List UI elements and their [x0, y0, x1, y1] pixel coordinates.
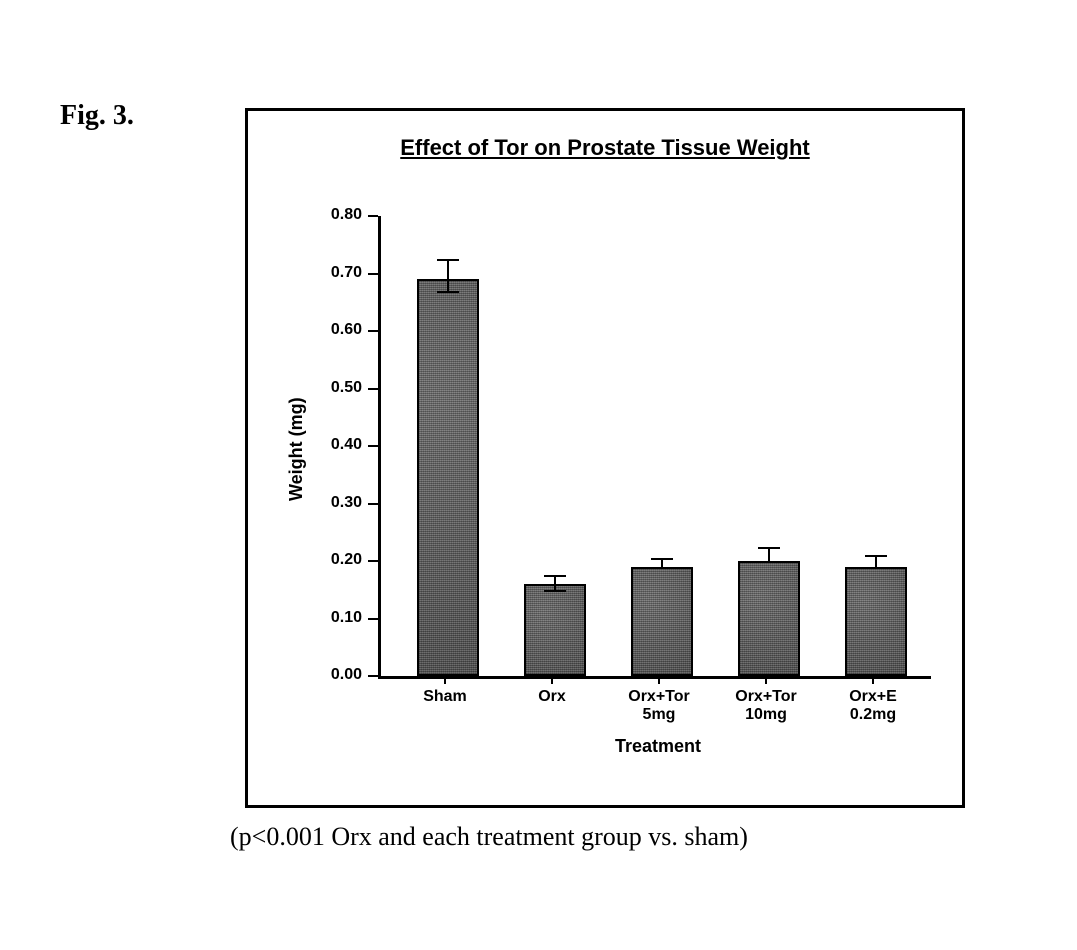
- y-tick-label: 0.10: [312, 609, 362, 627]
- error-bar-cap: [544, 590, 566, 592]
- error-bar-cap: [437, 291, 459, 293]
- y-tick-label: 0.00: [312, 666, 362, 684]
- page-root: Fig. 3. Effect of Tor on Prostate Tissue…: [0, 0, 1077, 950]
- y-tick-label: 0.50: [312, 379, 362, 397]
- y-tick: [368, 330, 378, 332]
- x-tick-label: Orx: [497, 688, 607, 706]
- y-tick: [368, 273, 378, 275]
- bar: [845, 567, 907, 676]
- x-tick-label: Sham: [390, 688, 500, 706]
- y-tick: [368, 560, 378, 562]
- error-bar-cap: [865, 555, 887, 557]
- y-tick: [368, 675, 378, 677]
- y-tick-label: 0.80: [312, 206, 362, 224]
- x-tick: [444, 676, 446, 684]
- figure-label: Fig. 3.: [60, 100, 134, 132]
- bar: [631, 567, 693, 676]
- x-tick: [551, 676, 553, 684]
- x-axis-label: Treatment: [598, 736, 718, 757]
- y-tick-label: 0.30: [312, 494, 362, 512]
- chart-container: Effect of Tor on Prostate Tissue Weight …: [245, 108, 965, 808]
- chart-title: Effect of Tor on Prostate Tissue Weight: [248, 135, 962, 161]
- x-tick-label: Orx+Tor 5mg: [604, 688, 714, 725]
- y-tick-label: 0.40: [312, 436, 362, 454]
- y-tick: [368, 388, 378, 390]
- y-tick: [368, 215, 378, 217]
- x-tick-label: Orx+Tor 10mg: [711, 688, 821, 725]
- y-tick-label: 0.70: [312, 264, 362, 282]
- error-bar-cap: [651, 558, 673, 560]
- x-tick: [765, 676, 767, 684]
- error-bar-cap: [758, 547, 780, 549]
- y-tick: [368, 503, 378, 505]
- error-bar-upper: [768, 547, 770, 561]
- x-tick: [872, 676, 874, 684]
- error-bar-lower: [447, 279, 449, 291]
- y-tick: [368, 445, 378, 447]
- plot-area: [378, 216, 931, 679]
- error-bar-cap: [437, 259, 459, 261]
- error-bar-upper: [447, 259, 449, 279]
- y-axis-label: Weight (mg): [286, 397, 307, 501]
- y-tick-label: 0.60: [312, 321, 362, 339]
- x-tick-label: Orx+E 0.2mg: [818, 688, 928, 725]
- bar: [738, 561, 800, 676]
- x-tick: [658, 676, 660, 684]
- y-tick-label: 0.20: [312, 551, 362, 569]
- figure-caption: (p<0.001 Orx and each treatment group vs…: [230, 822, 748, 852]
- error-bar-cap: [544, 575, 566, 577]
- bar: [417, 279, 479, 676]
- bar: [524, 584, 586, 676]
- y-tick: [368, 618, 378, 620]
